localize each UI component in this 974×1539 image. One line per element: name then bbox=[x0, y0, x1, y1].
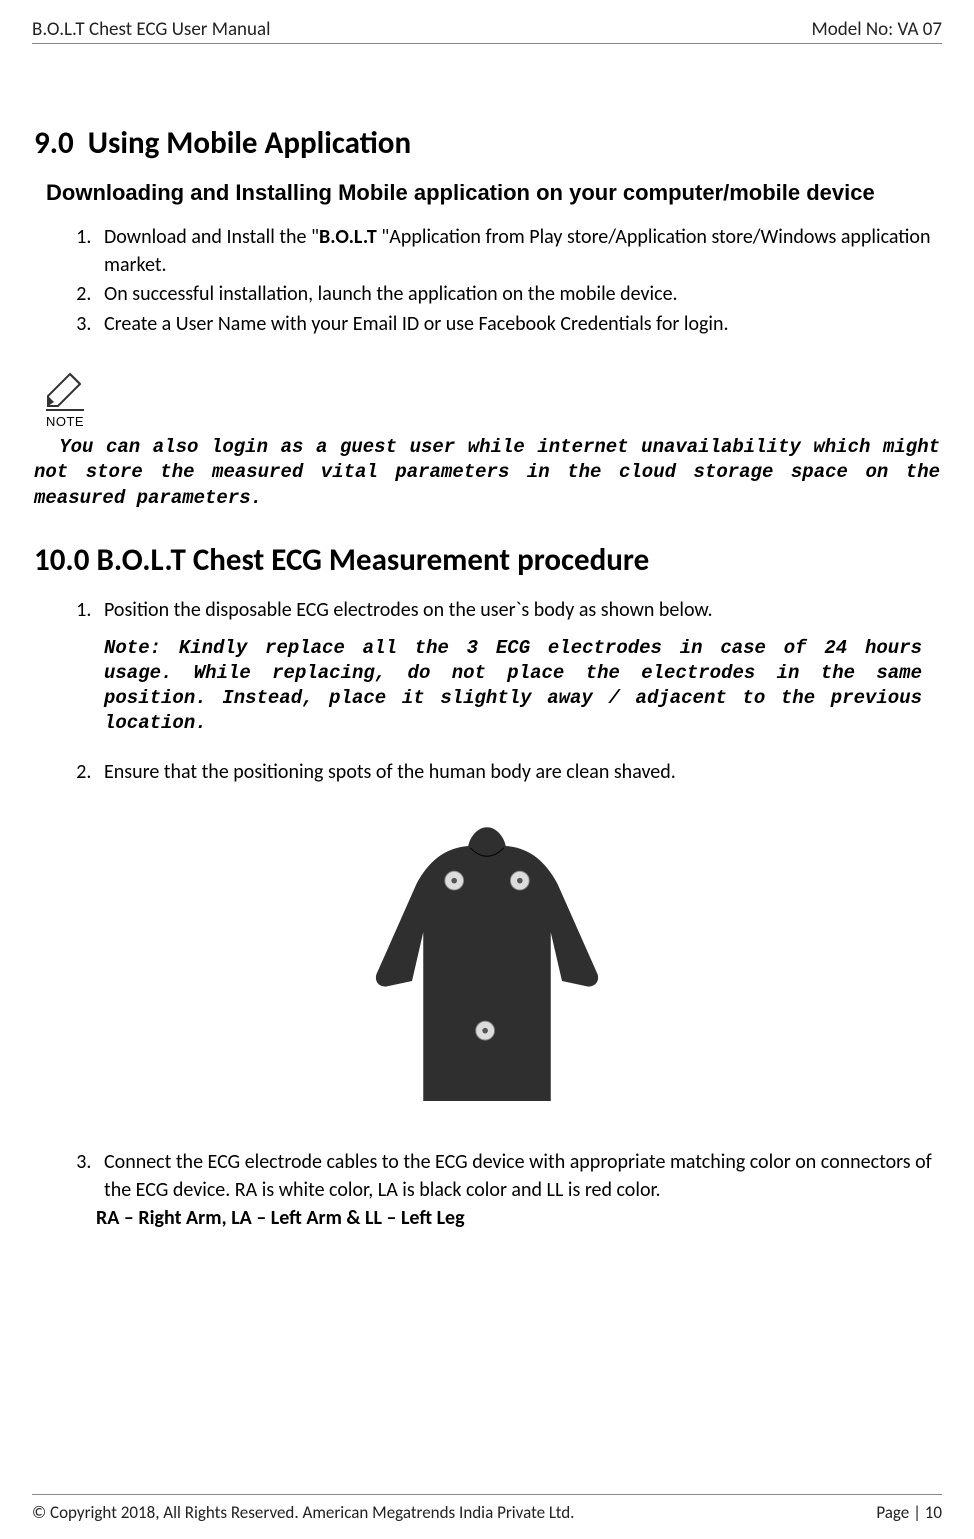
section-10-title: B.O.L.T Chest ECG Measurement procedure bbox=[96, 541, 649, 579]
note-block: NOTE You can also login as a guest user … bbox=[34, 366, 940, 510]
section-9-subtitle: Downloading and Installing Mobile applic… bbox=[46, 180, 940, 206]
footer-copyright: © Copyright 2018, All Rights Reserved. A… bbox=[32, 1502, 574, 1523]
section-10: 10.0 B.O.L.T Chest ECG Measurement proce… bbox=[34, 541, 940, 1231]
header-rule bbox=[32, 43, 942, 44]
section-10-step-1: Position the disposable ECG electrodes o… bbox=[96, 597, 940, 737]
footer-page-number: Page | 10 bbox=[876, 1502, 942, 1523]
note-pencil-icon bbox=[42, 366, 88, 412]
page-content: 9.0 Using Mobile Application Downloading… bbox=[32, 124, 942, 1230]
section-9-number: 9.0 bbox=[34, 124, 74, 162]
step-text: Download and Install the " bbox=[104, 225, 319, 249]
section-9-steps: Download and Install the "B.O.L.T "Appli… bbox=[96, 224, 940, 338]
note-text-content: You can also login as a guest user while… bbox=[34, 436, 940, 508]
electrode-3 bbox=[476, 1021, 495, 1040]
electrode-placement-figure bbox=[34, 810, 940, 1125]
shirt-shape bbox=[376, 827, 598, 1101]
footer-rule-wrap bbox=[32, 1494, 942, 1495]
section-10-number: 10.0 bbox=[34, 541, 89, 579]
section-10-steps-a: Position the disposable ECG electrodes o… bbox=[96, 597, 940, 787]
section-9-title: Using Mobile Application bbox=[88, 124, 411, 162]
step-text: Connect the ECG electrode cables to the … bbox=[104, 1150, 932, 1202]
section-10-step-3: Connect the ECG electrode cables to the … bbox=[96, 1149, 940, 1204]
page-header: B.O.L.T Chest ECG User Manual Model No: … bbox=[32, 18, 942, 41]
page-footer: © Copyright 2018, All Rights Reserved. A… bbox=[32, 1502, 942, 1523]
electrode-1 bbox=[445, 871, 464, 890]
header-doc-type: User Manual bbox=[172, 18, 271, 41]
step-text: Create a User Name with your Email ID or… bbox=[104, 312, 729, 336]
section-10-steps-b: Connect the ECG electrode cables to the … bbox=[96, 1149, 940, 1204]
footer-rule bbox=[32, 1494, 942, 1495]
section-9: 9.0 Using Mobile Application Downloading… bbox=[34, 124, 940, 511]
section-9-step-2: On successful installation, launch the a… bbox=[96, 281, 940, 309]
note-icon-wrap: NOTE bbox=[42, 366, 88, 429]
header-product: B.O.L.T Chest ECG bbox=[32, 18, 172, 41]
section-10-step-2: Ensure that the positioning spots of the… bbox=[96, 759, 940, 787]
note-label: NOTE bbox=[42, 414, 88, 429]
step-text: Ensure that the positioning spots of the… bbox=[104, 760, 676, 784]
header-left: B.O.L.T Chest ECG User Manual bbox=[32, 18, 270, 41]
step-bold: B.O.L.T bbox=[319, 225, 381, 249]
section-9-heading: 9.0 Using Mobile Application bbox=[34, 124, 940, 162]
electrode-2 bbox=[510, 871, 529, 890]
section-10-heading: 10.0 B.O.L.T Chest ECG Measurement proce… bbox=[34, 541, 940, 579]
lead-legend: RA – Right Arm, LA – Left Arm & LL – Lef… bbox=[96, 1206, 940, 1230]
note-text: You can also login as a guest user while… bbox=[34, 435, 940, 510]
step-1-note: Note: Kindly replace all the 3 ECG elect… bbox=[104, 636, 922, 736]
header-right: Model No: VA 07 bbox=[812, 18, 942, 41]
section-9-step-3: Create a User Name with your Email ID or… bbox=[96, 311, 940, 339]
section-9-step-1: Download and Install the "B.O.L.T "Appli… bbox=[96, 224, 940, 279]
step-text: Position the disposable ECG electrodes o… bbox=[104, 598, 713, 622]
torso-diagram bbox=[337, 810, 637, 1120]
step-text: On successful installation, launch the a… bbox=[104, 282, 678, 306]
